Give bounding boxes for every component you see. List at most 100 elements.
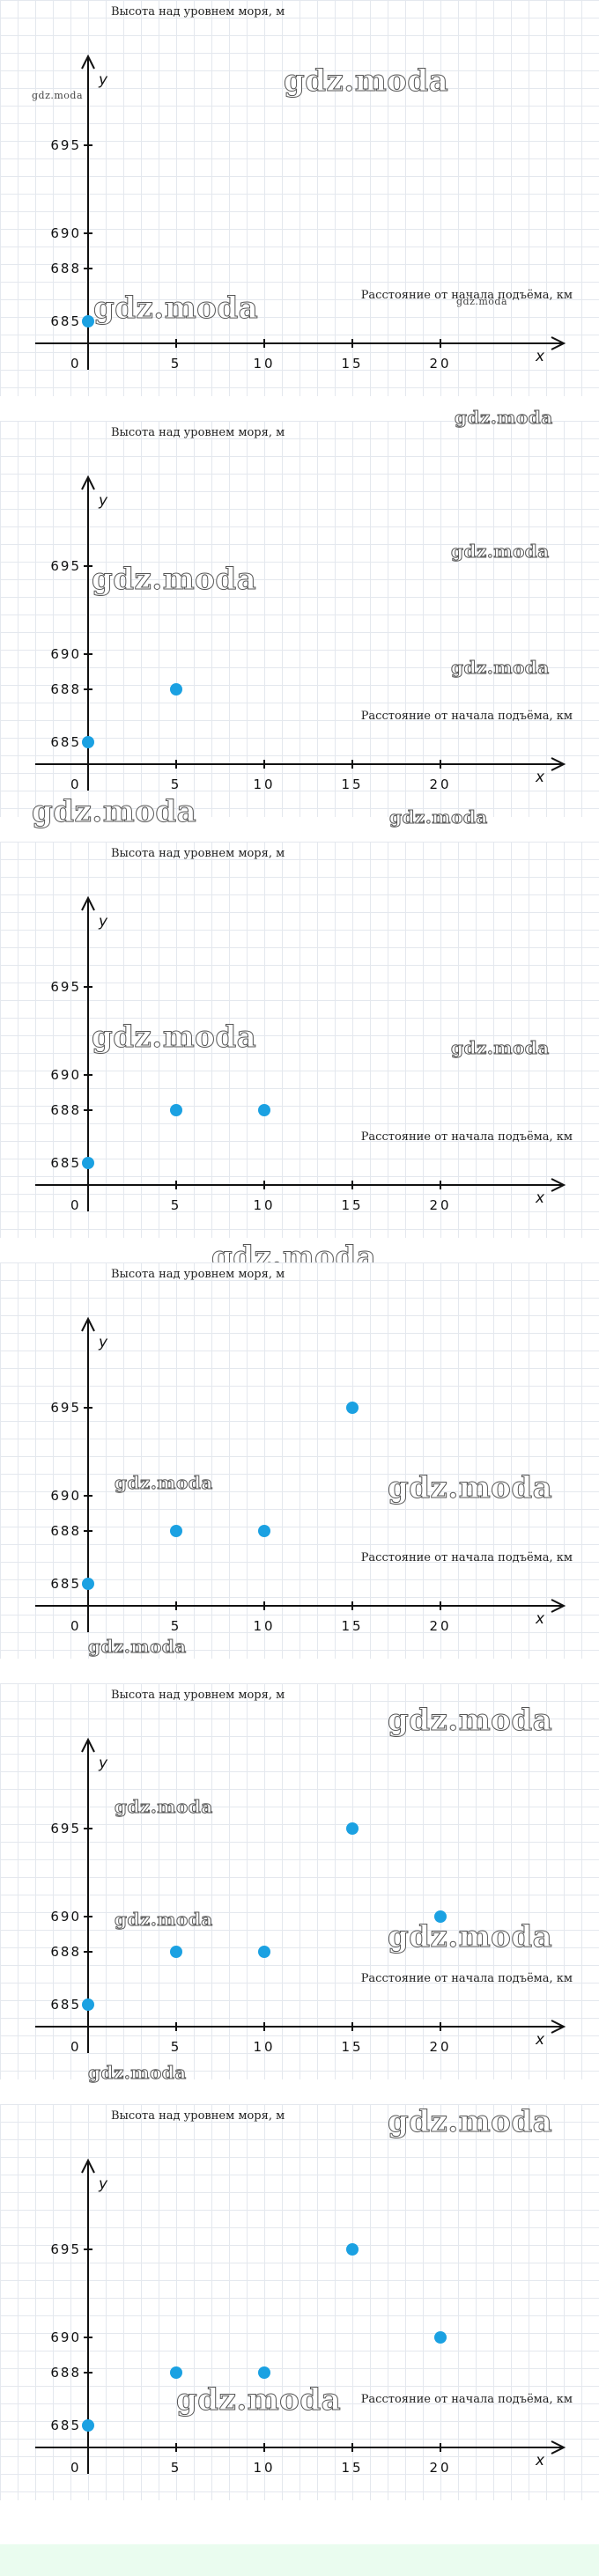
y-tick-label: 685 [50, 2418, 81, 2433]
y-tick-label: 688 [50, 261, 81, 276]
watermark: gdz.moda [32, 90, 84, 101]
watermark: gdz.moda [387, 2104, 553, 2140]
origin-label: 0 [70, 1197, 79, 1213]
x-axis-letter: x [535, 2031, 545, 2049]
x-axis-title: Расстояние от начала подъёма, км [360, 289, 573, 302]
watermark: gdz.moda [455, 407, 553, 429]
y-tick-label: 688 [50, 1944, 81, 1960]
data-point [346, 2243, 359, 2256]
data-point [82, 736, 94, 748]
x-tick-label: 20 [429, 1618, 451, 1634]
x-axis-arrow [551, 757, 566, 771]
chart-plot-3: x y 0 5 10 15 20 685 688 690 695 [35, 895, 566, 1213]
watermark: gdz.moda [115, 1796, 213, 1818]
y-axis-letter: y [98, 1755, 108, 1772]
y-tick-label: 685 [50, 734, 81, 750]
x-axis-title: Расстояние от начала подъёма, км [360, 2393, 573, 2406]
y-tick-label: 695 [50, 1821, 81, 1836]
watermark: gdz.moda [31, 794, 197, 830]
x-tick-label: 20 [429, 1197, 451, 1213]
x-tick-label: 15 [341, 2039, 363, 2055]
x-tick-label: 10 [253, 356, 275, 372]
x-axis-letter: x [535, 2452, 545, 2469]
watermark: gdz.moda [387, 1703, 553, 1739]
y-axis-arrow [81, 54, 95, 70]
watermark: gdz.moda [91, 562, 257, 598]
x-tick-label: 20 [429, 2460, 451, 2476]
y-tick-label: 690 [50, 1488, 81, 1504]
x-axis-letter: x [535, 769, 545, 786]
watermark: gdz.moda [88, 2062, 187, 2084]
x-axis-title: Расстояние от начала подъёма, км [360, 1972, 573, 1985]
y-tick-label: 688 [50, 2365, 81, 2381]
watermark: gdz.moda [451, 541, 550, 563]
chart-panel-1: x y 0 5 10 15 20 685 688 690 695 Высота над уровне… [0, 0, 599, 396]
y-tick-label: 685 [50, 1997, 81, 2013]
data-point [346, 1402, 359, 1414]
x-axis-title: Расстояние от начала подъёма, км [360, 1551, 573, 1564]
watermark: gdz.moda [283, 63, 449, 99]
data-point [258, 1104, 270, 1116]
y-axis-title: Высота над уровнем моря, м [111, 1268, 285, 1281]
x-axis-arrow [551, 336, 566, 350]
chart-panel-3: x y 0 5 10 15 20 685 688 690 695 Высота над уровне… [0, 842, 599, 1276]
x-tick-label: 20 [429, 356, 451, 372]
y-tick-label: 695 [50, 2241, 81, 2257]
data-point [82, 1157, 94, 1169]
chart-panel-2: x y 0 5 10 15 20 685 688 690 695 Высота над уровне… [0, 407, 599, 830]
x-tick-label: 10 [253, 2460, 275, 2476]
watermark: gdz.moda [115, 1472, 213, 1494]
x-axis-letter: x [535, 1189, 545, 1207]
x-tick-label: 20 [429, 2039, 451, 2055]
data-point [170, 1525, 182, 1537]
origin-label: 0 [70, 1618, 79, 1634]
watermark: gdz.moda [451, 657, 550, 679]
chart-plot-5: x y 0 5 10 15 20 685 688 690 695 [35, 1737, 566, 2055]
x-axis-arrow [551, 1599, 566, 1613]
y-axis-title: Высота над уровнем моря, м [111, 2109, 285, 2123]
y-axis-letter: y [98, 1334, 108, 1351]
data-point [346, 1822, 359, 1835]
y-tick-label: 688 [50, 681, 81, 697]
x-axis-arrow [551, 1178, 566, 1192]
chart-plot-2: x y 0 5 10 15 20 685 688 690 695 [35, 475, 566, 792]
y-tick-label: 685 [50, 313, 81, 329]
x-axis-letter: x [535, 348, 545, 365]
x-tick-label: 15 [341, 1618, 363, 1634]
y-tick-label: 690 [50, 2329, 81, 2345]
watermark: gdz.moda [115, 1909, 213, 1931]
data-point [170, 2366, 182, 2379]
chart-plot-6: x y 0 5 10 15 20 685 688 690 695 [35, 2158, 566, 2476]
watermark: gdz.moda [175, 2382, 342, 2418]
y-tick-label: 695 [50, 558, 81, 574]
y-tick-label: 690 [50, 1909, 81, 1925]
y-axis-letter: y [98, 71, 108, 89]
y-axis-arrow [81, 895, 95, 911]
chart-panel-4: x y 0 5 10 15 20 685 688 690 695 Высота над уровне… [0, 1262, 599, 1659]
y-axis-letter: y [98, 2175, 108, 2193]
watermark: gdz.moda [88, 1636, 187, 1658]
y-axis-arrow [81, 475, 95, 490]
y-axis-arrow [81, 2158, 95, 2174]
watermark: gdz.moda [91, 1019, 257, 1056]
chart-plot-4: x y 0 5 10 15 20 685 688 690 695 [35, 1316, 566, 1634]
data-point [82, 2419, 94, 2432]
y-tick-label: 688 [50, 1523, 81, 1539]
x-tick-label: 10 [253, 2039, 275, 2055]
origin-label: 0 [70, 776, 79, 792]
x-tick-label: 5 [171, 356, 182, 372]
y-axis-title: Высота над уровнем моря, м [111, 1689, 285, 1702]
origin-label: 0 [70, 356, 79, 372]
x-tick-label: 5 [171, 776, 182, 792]
x-tick-label: 5 [171, 1618, 182, 1634]
y-tick-label: 690 [50, 1067, 81, 1083]
x-tick-label: 15 [341, 356, 363, 372]
watermark: gdz.moda [456, 296, 508, 307]
y-tick-label: 685 [50, 1155, 81, 1171]
y-axis-title: Высота над уровнем моря, м [111, 5, 285, 18]
x-tick-label: 5 [171, 2460, 182, 2476]
x-axis-arrow [551, 2020, 566, 2034]
data-point [258, 1946, 270, 1958]
y-tick-label: 685 [50, 1576, 81, 1592]
y-tick-label: 690 [50, 646, 81, 662]
